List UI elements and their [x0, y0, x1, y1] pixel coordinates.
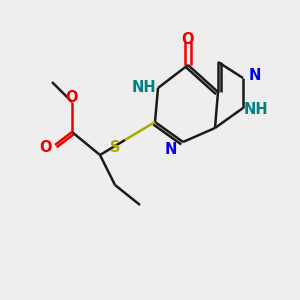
Text: O: O: [40, 140, 52, 155]
Text: S: S: [110, 140, 120, 155]
Text: NH: NH: [132, 80, 156, 94]
Text: O: O: [66, 89, 78, 104]
Text: O: O: [182, 32, 194, 46]
Text: N: N: [165, 142, 177, 158]
Text: NH: NH: [244, 103, 268, 118]
Text: N: N: [249, 68, 261, 83]
